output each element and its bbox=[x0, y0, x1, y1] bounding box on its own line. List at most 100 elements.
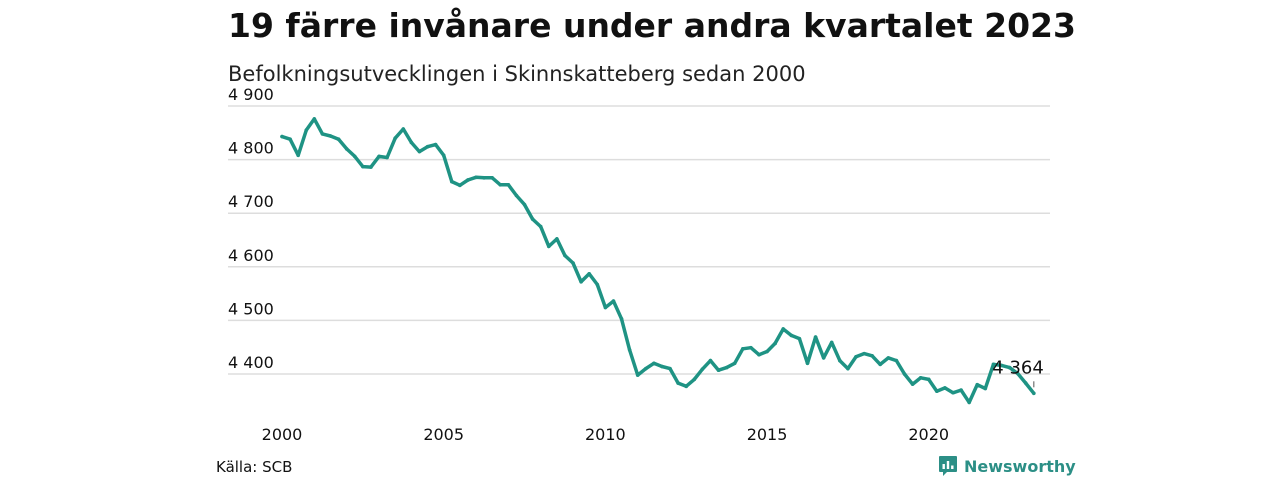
x-tick-label: 2015 bbox=[747, 425, 788, 444]
data-point bbox=[894, 358, 899, 363]
data-point bbox=[530, 217, 535, 221]
data-point bbox=[870, 353, 874, 358]
data-point bbox=[975, 382, 980, 387]
brand-logo[interactable]: Newsworthy bbox=[938, 455, 1076, 477]
data-point bbox=[546, 244, 551, 249]
data-point bbox=[741, 347, 745, 351]
data-point bbox=[417, 149, 422, 154]
series-line bbox=[280, 117, 1036, 405]
data-point bbox=[571, 261, 575, 265]
data-point bbox=[789, 333, 794, 338]
y-tick-label: 4 700 bbox=[228, 192, 274, 211]
data-point bbox=[563, 253, 567, 258]
x-axis-tick-labels: 2000 2005 2010 2015 2020 bbox=[262, 425, 949, 444]
data-point bbox=[296, 153, 300, 158]
data-point bbox=[991, 362, 996, 367]
data-point bbox=[805, 361, 810, 366]
data-point bbox=[352, 154, 357, 159]
data-point bbox=[773, 341, 777, 346]
data-point bbox=[458, 183, 462, 188]
data-point bbox=[757, 352, 761, 357]
data-point bbox=[1032, 391, 1036, 396]
data-point bbox=[498, 182, 503, 187]
data-point bbox=[514, 193, 519, 198]
data-point bbox=[377, 154, 381, 159]
data-point bbox=[595, 282, 600, 287]
y-tick-label: 4 900 bbox=[228, 85, 274, 104]
data-point bbox=[821, 356, 826, 360]
data-point bbox=[1007, 365, 1012, 370]
data-point bbox=[660, 364, 664, 369]
data-point bbox=[587, 271, 591, 276]
data-point bbox=[1015, 371, 1020, 376]
data-point bbox=[643, 366, 648, 371]
data-point bbox=[829, 340, 834, 345]
x-tick-label: 2020 bbox=[908, 425, 949, 444]
data-point bbox=[700, 367, 705, 371]
data-point bbox=[983, 386, 988, 391]
x-tick-label: 2010 bbox=[585, 425, 626, 444]
data-point bbox=[506, 182, 511, 187]
data-point bbox=[676, 381, 680, 385]
data-point bbox=[692, 377, 697, 382]
last-value-label: 4 364 bbox=[992, 357, 1044, 378]
data-point bbox=[538, 224, 543, 229]
data-points bbox=[280, 117, 1036, 405]
data-point bbox=[635, 373, 640, 377]
data-point bbox=[959, 388, 963, 392]
data-point bbox=[385, 155, 389, 160]
data-point bbox=[732, 361, 737, 366]
data-point bbox=[336, 137, 341, 142]
chart-title: 19 färre invånare under andra kvartalet … bbox=[228, 6, 1076, 45]
series-layer bbox=[280, 117, 1036, 405]
data-point bbox=[862, 351, 866, 356]
data-point bbox=[935, 389, 939, 393]
data-point bbox=[627, 348, 632, 352]
data-point bbox=[797, 336, 802, 341]
data-point bbox=[522, 202, 527, 207]
data-point bbox=[344, 147, 349, 151]
data-point bbox=[361, 164, 365, 169]
data-point bbox=[1023, 381, 1028, 385]
data-point bbox=[878, 362, 883, 367]
data-point bbox=[902, 372, 907, 376]
source-note: Källa: SCB bbox=[216, 458, 293, 476]
data-point bbox=[781, 327, 786, 331]
data-point bbox=[280, 134, 284, 139]
data-point bbox=[312, 117, 317, 121]
data-point bbox=[886, 356, 891, 360]
bar-chart-icon bbox=[939, 456, 957, 476]
brand-name: Newsworthy bbox=[964, 456, 1076, 476]
y-tick-label: 4 500 bbox=[228, 299, 274, 318]
data-point bbox=[910, 382, 915, 386]
data-point bbox=[441, 153, 446, 158]
data-point bbox=[393, 136, 397, 140]
data-point bbox=[684, 384, 689, 389]
data-point bbox=[555, 237, 559, 241]
data-point bbox=[401, 127, 406, 131]
chart-subtitle: Befolkningsutvecklingen i Skinnskatteber… bbox=[228, 62, 806, 86]
data-point bbox=[652, 361, 656, 366]
data-point bbox=[466, 178, 470, 182]
y-tick-label: 4 800 bbox=[228, 139, 274, 158]
data-point bbox=[304, 128, 309, 132]
data-point bbox=[409, 140, 414, 145]
x-tick-label: 2000 bbox=[262, 425, 303, 444]
x-tick-label: 2005 bbox=[423, 425, 464, 444]
data-point bbox=[749, 345, 753, 350]
gridlines bbox=[228, 105, 1050, 375]
data-point bbox=[320, 132, 325, 136]
data-point bbox=[328, 134, 333, 138]
data-point bbox=[369, 165, 373, 169]
data-labels: 4 364 bbox=[992, 357, 1044, 388]
data-point bbox=[943, 386, 947, 390]
data-point bbox=[846, 366, 850, 371]
y-tick-label: 4 600 bbox=[228, 246, 274, 265]
data-point bbox=[838, 358, 842, 363]
data-point bbox=[926, 377, 931, 382]
data-point bbox=[813, 335, 818, 339]
data-point bbox=[474, 175, 478, 180]
y-axis-tick-labels: 4 400 4 500 4 600 4 700 4 800 4 900 bbox=[228, 85, 274, 372]
y-tick-label: 4 400 bbox=[228, 353, 274, 372]
